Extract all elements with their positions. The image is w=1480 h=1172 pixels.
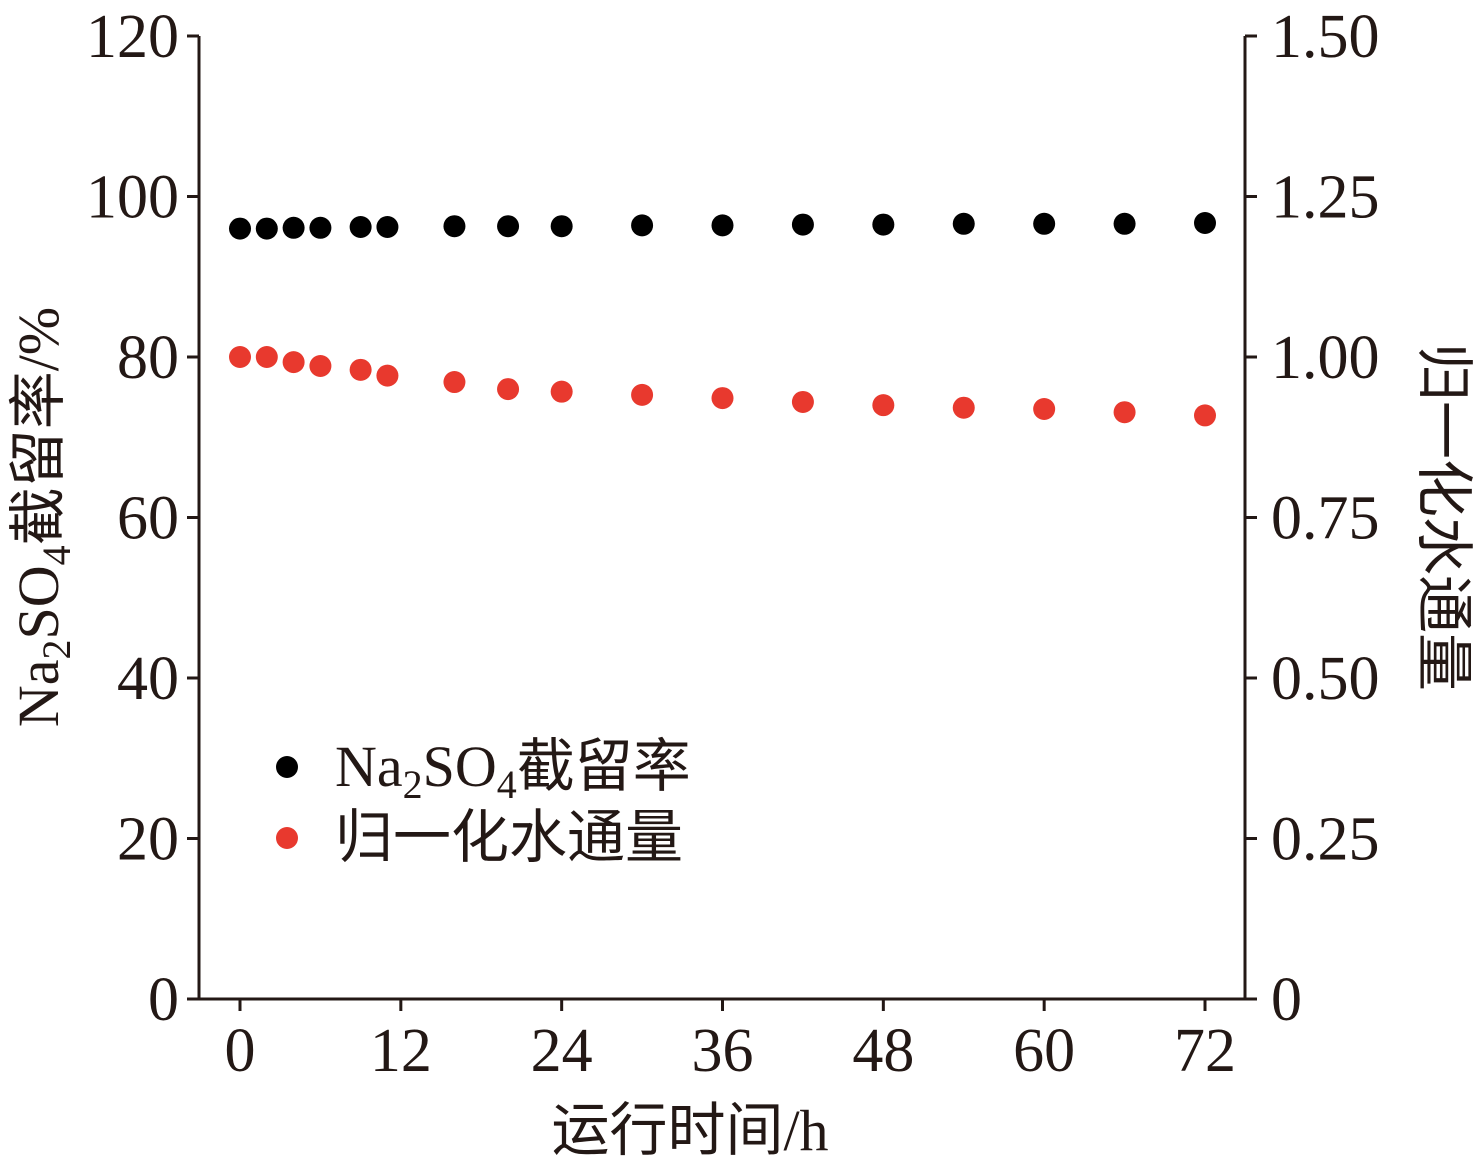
legend-label-part: SO — [423, 734, 497, 799]
left-y-tick-label: 100 — [86, 164, 179, 232]
flux-point — [872, 394, 895, 417]
legend-label-part: 截留率 — [517, 734, 691, 799]
flux-point — [376, 364, 399, 387]
rejection-point — [497, 215, 520, 238]
x-tick-label: 72 — [1174, 1017, 1236, 1085]
x-tick-label: 36 — [692, 1017, 754, 1085]
flux-point — [791, 390, 814, 413]
rejection-point — [349, 215, 372, 238]
right-y-tick-label: 1.50 — [1271, 3, 1380, 71]
left-y-axis-ticks: 0 20 40 60 80 100 120 — [86, 3, 199, 1034]
left-y-tick-label: 60 — [117, 485, 179, 553]
left-y-tick-label: 0 — [148, 966, 179, 1034]
legend-label-part: Na — [335, 734, 403, 799]
rejection-point — [443, 215, 466, 238]
legend-label-subscript: 4 — [497, 762, 517, 807]
flux-point — [550, 380, 573, 403]
rejection-point — [309, 216, 332, 239]
flux-point — [497, 378, 520, 401]
left-y-tick-label: 120 — [86, 3, 179, 71]
flux-point — [1033, 398, 1056, 421]
flux-point — [309, 354, 332, 377]
rejection-point — [791, 213, 814, 236]
x-tick-label: 12 — [370, 1017, 432, 1085]
legend-label-rejection: Na2SO4截留率 — [335, 734, 691, 807]
x-axis-ticks: 0 12 24 36 48 60 72 — [225, 999, 1236, 1085]
right-y-tick-label: 0 — [1271, 966, 1302, 1034]
flux-point — [952, 396, 975, 419]
data-points — [229, 211, 1216, 427]
rejection-point — [631, 214, 654, 237]
legend-item-rejection: Na2SO4截留率 — [276, 734, 691, 807]
x-tick-label: 48 — [852, 1017, 914, 1085]
series-flux — [229, 346, 1216, 427]
legend-marker-flux — [276, 827, 298, 849]
right-y-tick-label: 0.75 — [1271, 485, 1380, 553]
left-y-tick-label: 40 — [117, 645, 179, 713]
rejection-point — [1113, 212, 1136, 235]
left-y-axis-title-subscript: 4 — [34, 545, 79, 565]
legend-label-subscript: 2 — [403, 762, 423, 807]
rejection-point — [1194, 211, 1216, 234]
rejection-point — [376, 215, 399, 238]
x-axis-title: 运行时间/h — [551, 1098, 828, 1163]
legend: Na2SO4截留率 归一化水通量 — [276, 734, 691, 870]
right-y-tick-label: 1.25 — [1271, 164, 1380, 232]
series-rejection — [229, 211, 1216, 240]
flux-point — [631, 383, 654, 406]
left-y-axis-title-part: SO — [6, 565, 71, 639]
rejection-point — [952, 212, 975, 235]
legend-label-flux: 归一化水通量 — [335, 805, 683, 870]
flux-point — [1113, 401, 1136, 424]
rejection-point — [872, 213, 895, 236]
left-y-tick-label: 20 — [117, 806, 179, 874]
left-y-axis-title-part: Na — [6, 659, 71, 727]
x-tick-label: 0 — [225, 1017, 256, 1085]
x-tick-label: 24 — [531, 1017, 593, 1085]
flux-point — [282, 351, 305, 374]
rejection-point — [550, 215, 573, 238]
rejection-point — [229, 217, 251, 240]
flux-point — [711, 387, 734, 410]
left-y-axis-title-subscript: 2 — [34, 639, 79, 659]
right-y-tick-label: 1.00 — [1271, 324, 1380, 392]
flux-point — [1194, 404, 1216, 427]
left-y-tick-label: 80 — [117, 324, 179, 392]
right-y-axis-ticks: 0 0.25 0.50 0.75 1.00 1.25 1.50 — [1245, 3, 1380, 1034]
legend-marker-rejection — [276, 756, 298, 778]
left-y-axis-title: Na2SO4截留率/% — [6, 307, 79, 727]
right-y-tick-label: 0.25 — [1271, 806, 1380, 874]
flux-point — [349, 358, 372, 381]
rejection-point — [255, 217, 278, 240]
x-tick-label: 60 — [1013, 1017, 1075, 1085]
flux-point — [255, 346, 278, 368]
rejection-point — [1033, 212, 1056, 235]
legend-item-flux: 归一化水通量 — [276, 805, 683, 870]
rejection-point — [711, 214, 734, 237]
flux-point — [443, 371, 466, 394]
left-y-axis-title-part: 截留率/% — [6, 307, 71, 545]
right-y-tick-label: 0.50 — [1271, 645, 1380, 713]
rejection-point — [282, 216, 305, 239]
right-y-axis-title: 归一化水通量 — [1411, 343, 1476, 691]
flux-point — [229, 346, 251, 368]
